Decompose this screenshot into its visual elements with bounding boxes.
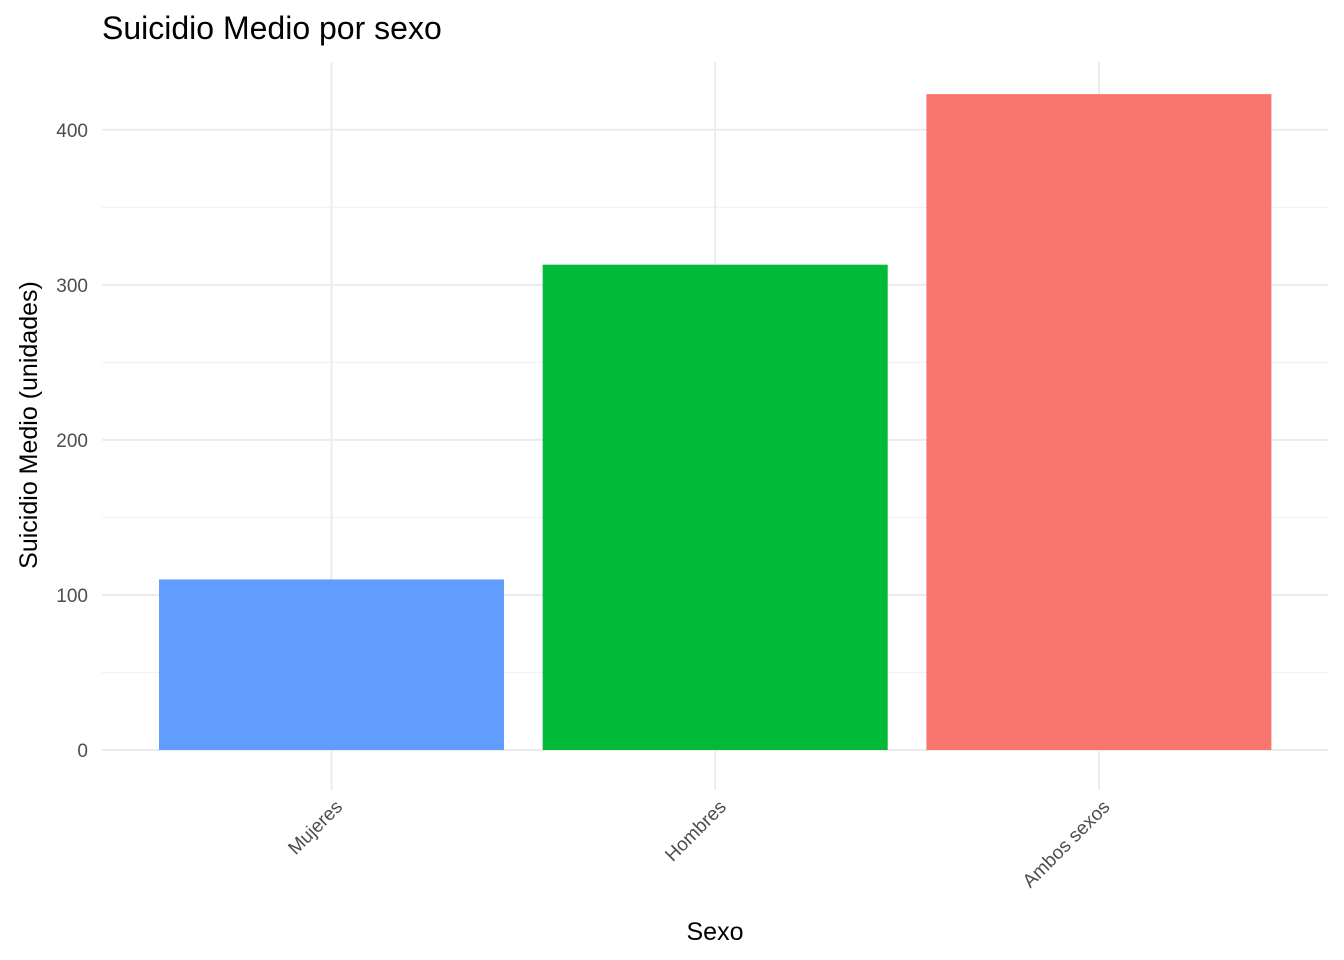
x-axis-title: Sexo (687, 918, 744, 946)
x-tick-label: Mujeres (284, 797, 347, 860)
chart-title: Suicidio Medio por sexo (102, 10, 442, 46)
x-tick-label: Hombres (661, 797, 730, 866)
y-tick-label: 400 (56, 121, 88, 142)
bar-hombres (542, 264, 888, 750)
x-tick-label: Ambos sexos (1019, 797, 1114, 892)
bar-ambos-sexos (926, 94, 1272, 751)
y-tick-label: 200 (56, 431, 88, 452)
y-tick-label: 100 (56, 586, 88, 607)
bar-mujeres (159, 579, 504, 750)
y-axis-title: Suicidio Medio (unidades) (15, 281, 43, 569)
y-tick-label: 0 (77, 741, 88, 762)
y-tick-label: 300 (56, 276, 88, 297)
